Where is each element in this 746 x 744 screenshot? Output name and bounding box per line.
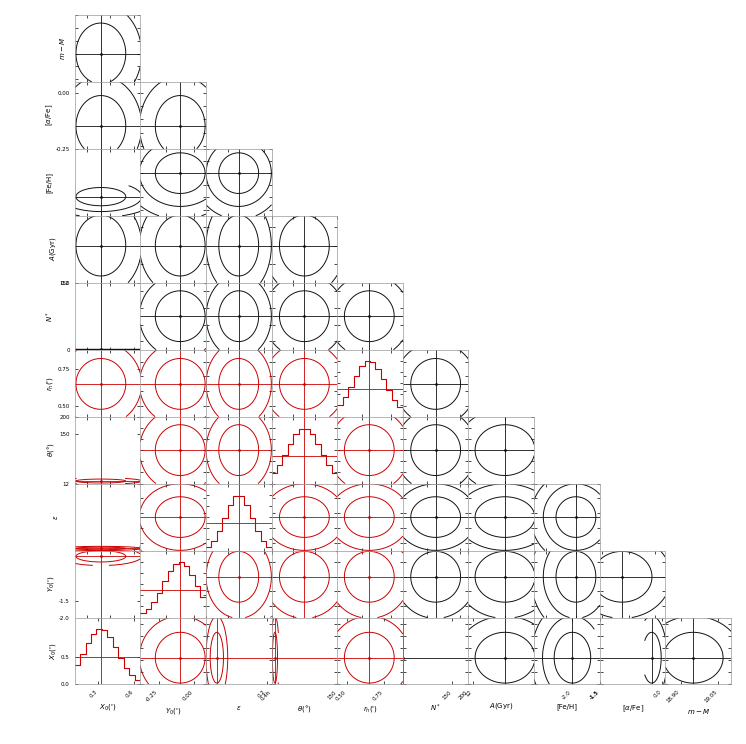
X-axis label: $Y_0$('): $Y_0$(')	[165, 706, 181, 716]
Y-axis label: [$\alpha$/Fe]: [$\alpha$/Fe]	[44, 104, 54, 126]
X-axis label: $r_h$('): $r_h$(')	[363, 705, 377, 714]
X-axis label: [$\alpha$/Fe]: [$\alpha$/Fe]	[621, 703, 644, 713]
X-axis label: $A$(Gyr): $A$(Gyr)	[489, 701, 513, 711]
Y-axis label: $Y_0$('): $Y_0$(')	[46, 576, 56, 592]
Y-axis label: $A$(Gyr): $A$(Gyr)	[48, 237, 58, 261]
Y-axis label: $m-M$: $m-M$	[58, 36, 67, 60]
X-axis label: $X_0$('): $X_0$(')	[98, 702, 116, 712]
X-axis label: $N^*$: $N^*$	[430, 703, 441, 714]
X-axis label: [Fe/H]: [Fe/H]	[557, 703, 577, 710]
Y-axis label: [Fe/H]: [Fe/H]	[46, 172, 53, 193]
Y-axis label: $X_0$('): $X_0$(')	[48, 642, 58, 660]
Y-axis label: $\theta$(°): $\theta$(°)	[46, 443, 57, 458]
Y-axis label: $N^*$: $N^*$	[46, 311, 57, 321]
X-axis label: $m-M$: $m-M$	[686, 707, 710, 716]
X-axis label: $\epsilon$: $\epsilon$	[236, 705, 242, 712]
X-axis label: $\theta$(°): $\theta$(°)	[297, 703, 312, 714]
Y-axis label: $r_h$('): $r_h$(')	[45, 376, 54, 391]
Y-axis label: $\epsilon$: $\epsilon$	[52, 514, 60, 520]
